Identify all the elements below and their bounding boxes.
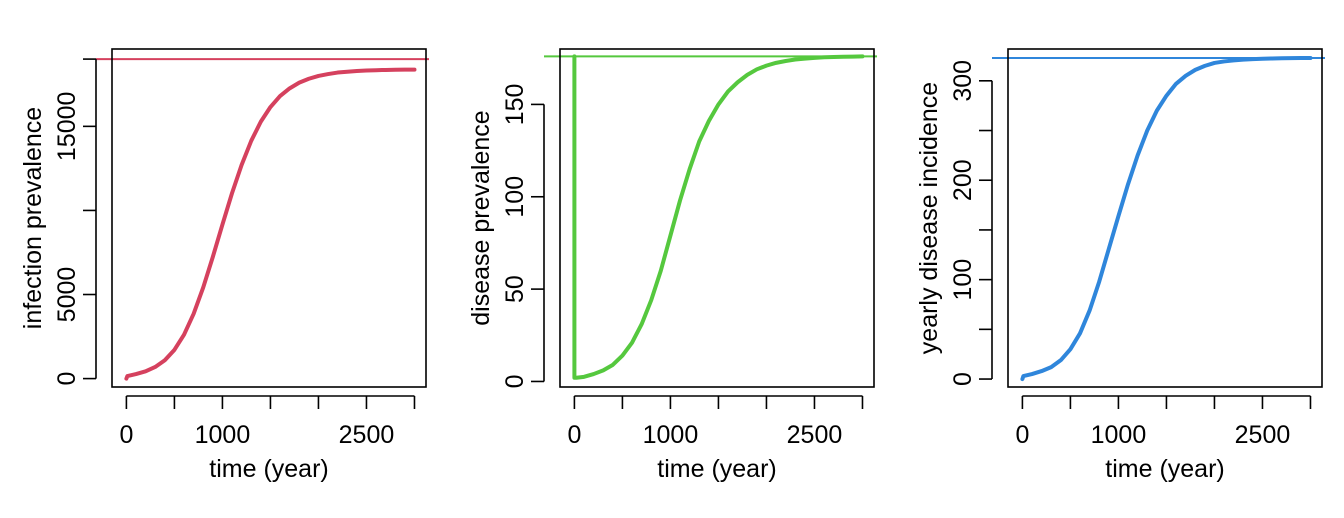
series-line: [572, 54, 865, 380]
y-tick-label: 0: [949, 372, 977, 386]
x-tick-label: 1000: [1091, 421, 1147, 449]
y-tick-label: 200: [949, 159, 977, 201]
y-tick-label: 100: [501, 176, 529, 218]
y-tick-label: 100: [949, 259, 977, 301]
x-tick-label: 1000: [195, 421, 251, 449]
y-tick-label: 0: [501, 375, 529, 389]
x-tick-label: 0: [119, 421, 133, 449]
x-axis-label: time (year): [657, 455, 776, 483]
y-tick-label: 5000: [53, 267, 81, 323]
x-tick-label: 1000: [643, 421, 699, 449]
plot-frame: [1007, 48, 1323, 388]
y-tick-label: 0: [53, 372, 81, 386]
plot-frame: [111, 48, 427, 388]
x-tick-label: 0: [1015, 421, 1029, 449]
y-axis-label: disease prevalence: [467, 110, 495, 325]
x-tick-label: 0: [567, 421, 581, 449]
y-tick-label: 300: [949, 60, 977, 102]
plot-frame: [559, 48, 875, 388]
y-tick-label: 15000: [53, 92, 81, 162]
y-axis-label: yearly disease incidence: [915, 82, 943, 354]
series-line: [1020, 55, 1313, 382]
x-axis-label: time (year): [209, 455, 328, 483]
y-tick-label: 50: [501, 275, 529, 303]
chart-panel-infection-prevalence: 0 1000 2500 time (year) 0 5000 15000infection …: [19, 48, 429, 483]
x-tick-label: 2500: [1235, 421, 1291, 449]
y-axis-label: infection prevalence: [19, 107, 47, 329]
x-tick-label: 2500: [339, 421, 395, 449]
y-tick-label: 150: [501, 84, 529, 126]
x-axis-label: time (year): [1105, 455, 1224, 483]
series-line: [124, 67, 417, 381]
x-tick-label: 2500: [787, 421, 843, 449]
